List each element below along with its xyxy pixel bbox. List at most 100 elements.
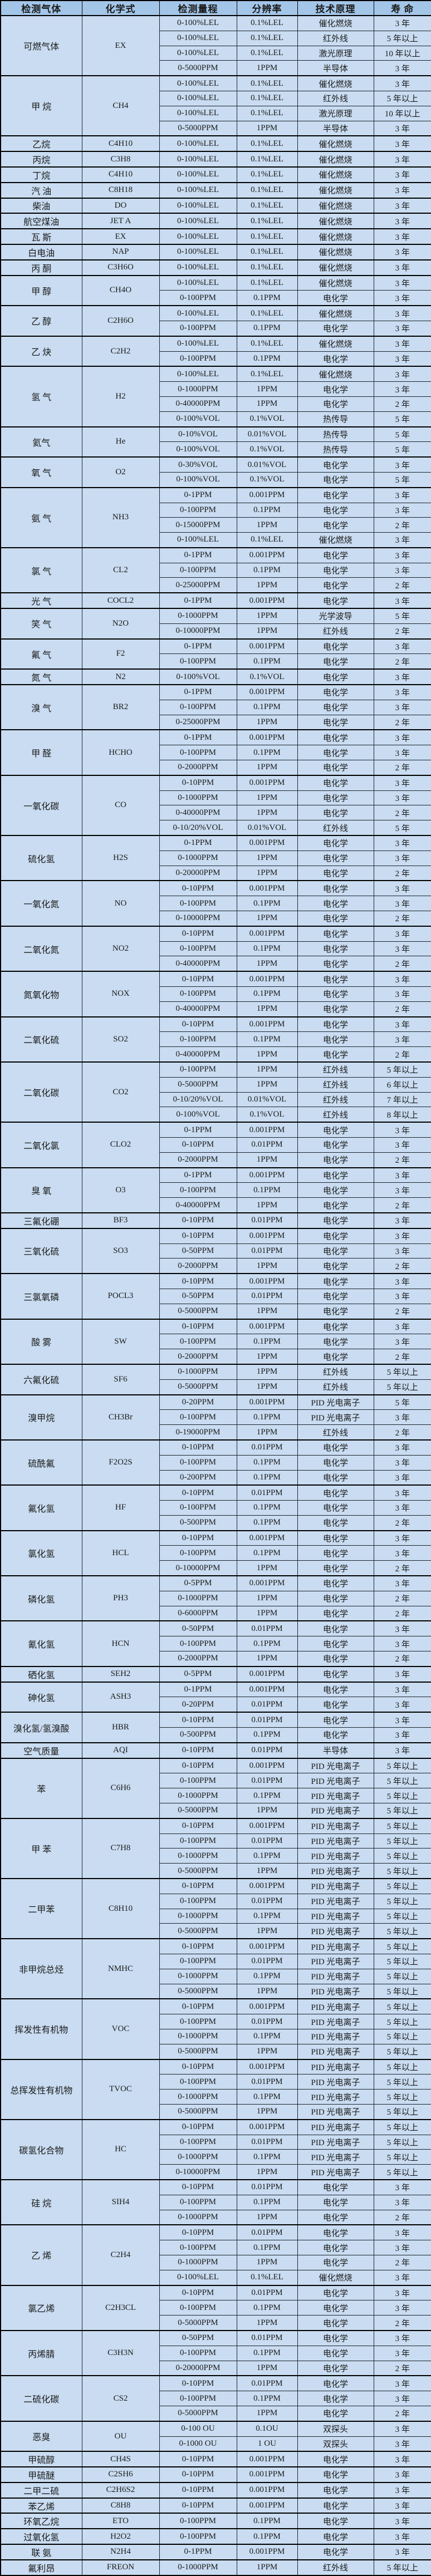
resolution-cell: 0.1PPM	[236, 2513, 298, 2529]
range-cell: 0-1000PPM	[159, 1908, 237, 1924]
principle-cell: 热传导	[297, 441, 374, 458]
formula-cell: O2	[81, 456, 160, 488]
formula-cell: F2	[81, 638, 160, 670]
gas-name-cell: 六氟化硫	[0, 1363, 82, 1395]
resolution-cell: 0.1%LEL	[236, 213, 298, 229]
table-row: 0-100PPM 0.01PPM PID 光电离子 5 年以上	[1, 1893, 431, 1909]
principle-cell: PID 光电离子	[297, 2134, 374, 2150]
table-row: 0-2000PPM 1PPM 电化学 2 年	[1, 1258, 431, 1274]
principle-cell: PID 光电离子	[297, 2058, 374, 2075]
lifespan-cell: 5 年以上	[373, 90, 431, 106]
range-cell: 0-100PPM	[159, 2300, 237, 2316]
principle-cell: 电化学	[297, 351, 374, 367]
table-row: 乙烷 C4H10 0-100%LEL 0.1%LEL 催化燃烧 3 年	[0, 135, 431, 152]
principle-cell: PID 光电离子	[297, 2014, 374, 2029]
formula-cell: O3	[81, 1167, 160, 1213]
range-cell: 0-100%VOL	[159, 471, 237, 488]
formula-cell: SIH4	[81, 2179, 160, 2225]
table-row: 0-10000PPM 1PPM PID 光电离子 5 年以上	[1, 2164, 431, 2180]
range-cell: 0-1PPM	[159, 684, 237, 700]
range-cell: 0-5000PPM	[159, 60, 237, 76]
lifespan-cell: 3 年	[373, 547, 431, 563]
range-cell: 0-10PPM	[159, 1212, 237, 1229]
gas-name-cell: 三氯氧磷	[0, 1273, 82, 1320]
principle-cell: PID 光电离子	[297, 2164, 374, 2180]
table-row: 氨 气 NH3 0-1PPM 0.001PPM 电化学 3 年	[0, 486, 431, 548]
principle-cell: PID 光电离子	[297, 2118, 374, 2135]
range-cell: 0-40000PPM	[159, 1046, 237, 1063]
resolution-cell: 0.01PPM	[236, 1893, 298, 1909]
range-cell: 0-10PPM	[159, 2481, 237, 2499]
resolution-cell: 0.01PPM	[236, 1243, 298, 1259]
resolution-cell: 1PPM	[236, 1001, 298, 1017]
resolution-cell: 0.1PPM	[236, 745, 298, 761]
principle-cell: 电化学	[297, 1545, 374, 1561]
lifespan-cell: 3 年	[373, 14, 431, 31]
lifespan-cell: 3 年	[373, 1016, 431, 1033]
lifespan-cell: 5 年以上	[373, 1998, 431, 2015]
resolution-cell: 0.001PPM	[236, 1998, 298, 2015]
resolution-cell: 0.1%LEL	[236, 30, 298, 46]
range-cell: 0-100PPM	[159, 1454, 237, 1471]
table-row: 0-10/20%VOL 0.01%VOL 红外线 7 年以上	[1, 1092, 431, 1108]
principle-cell: 电化学	[297, 1500, 374, 1516]
range-cell: 0-100%LEL	[159, 197, 237, 214]
principle-cell: 电化学	[297, 2497, 374, 2514]
formula-cell: ETO	[81, 2513, 160, 2529]
formula-cell: CH4S	[81, 2451, 160, 2467]
principle-cell: PID 光电离子	[297, 1833, 374, 1849]
range-cell: 0-100PPM	[159, 941, 237, 957]
table-row: 三氯氧磷 POCL3 0-10PPM 0.001PPM 电化学 3 年	[0, 1273, 431, 1320]
range-cell: 0-15000PPM	[159, 517, 237, 533]
table-row: 瓦 斯 EX 0-100%LEL 0.1%LEL 催化燃烧 3 年	[0, 228, 431, 245]
resolution-cell: 0.01PPM	[236, 2179, 298, 2195]
table-row: 0-500PPM 0.1PPM 电化学 3 年	[1, 1727, 431, 1743]
principle-cell: PID 光电离子	[297, 1863, 374, 1879]
range-cell: 0-5000PPM	[159, 2405, 237, 2422]
lifespan-cell: 3 年	[373, 1182, 431, 1198]
principle-cell: 电化学	[297, 396, 374, 412]
principle-cell: 电化学	[297, 2300, 374, 2316]
principle-cell: 电化学	[297, 2481, 374, 2499]
range-cell: 0-100%LEL	[159, 532, 237, 548]
lifespan-cell: 10 年以上	[373, 105, 431, 121]
table-row: 0-40000PPM 1PPM 电化学 2 年	[1, 1197, 431, 1213]
lifespan-cell: 3 年	[373, 2451, 431, 2467]
gas-name-cell: 甲硫醚	[0, 2466, 82, 2483]
resolution-cell: 1 OU	[236, 2436, 298, 2452]
range-cell: 0-100PPM	[159, 2134, 237, 2150]
lifespan-cell: 3 年	[373, 75, 431, 91]
lifespan-cell: 3 年	[373, 1712, 431, 1728]
range-cell: 0-100PPM	[159, 2240, 237, 2255]
lifespan-cell: 5 年以上	[373, 1848, 431, 1864]
resolution-cell: 1PPM	[236, 60, 298, 76]
gas-name-cell: 溴甲烷	[0, 1394, 82, 1441]
resolution-cell: 0.1PPM	[236, 1031, 298, 1048]
principle-cell: 电化学	[297, 941, 374, 957]
gas-name-cell: 乙 炔	[0, 335, 82, 367]
lifespan-cell: 3 年	[373, 502, 431, 518]
lifespan-cell: 3 年	[373, 213, 431, 229]
lifespan-cell: 3 年	[373, 668, 431, 685]
formula-cell: HCHO	[81, 729, 160, 776]
table-row: 0-100PPM 0.1PPM 电化学 3 年	[1, 1545, 431, 1561]
gas-name-cell: 氮氧化物	[0, 971, 82, 1017]
lifespan-cell: 3 年	[373, 381, 431, 397]
lifespan-cell: 2 年	[373, 577, 431, 593]
formula-cell: SO3	[81, 1227, 160, 1274]
range-cell: 0-10PPM	[159, 1817, 237, 1834]
principle-cell: 激光原理	[297, 105, 374, 121]
principle-cell: 催化燃烧	[297, 151, 374, 168]
gas-name-cell: 氟 气	[0, 638, 82, 670]
range-cell: 0-100%LEL	[159, 105, 237, 121]
range-cell: 0-2000PPM	[159, 760, 237, 776]
range-cell: 0-40000PPM	[159, 396, 237, 412]
principle-cell: 电化学	[297, 1212, 374, 1229]
table-row: 0-1000PPM 1PPM 电化学 2 年	[1, 2209, 431, 2225]
gas-name-cell: 过氧化氢	[0, 2528, 82, 2545]
principle-cell: 电化学	[297, 1727, 374, 1743]
formula-cell: C2H6S2	[81, 2481, 160, 2499]
range-cell: 0-10PPM	[159, 1998, 237, 2015]
principle-cell: 红外线	[297, 1379, 374, 1395]
principle-cell: 催化燃烧	[297, 335, 374, 352]
